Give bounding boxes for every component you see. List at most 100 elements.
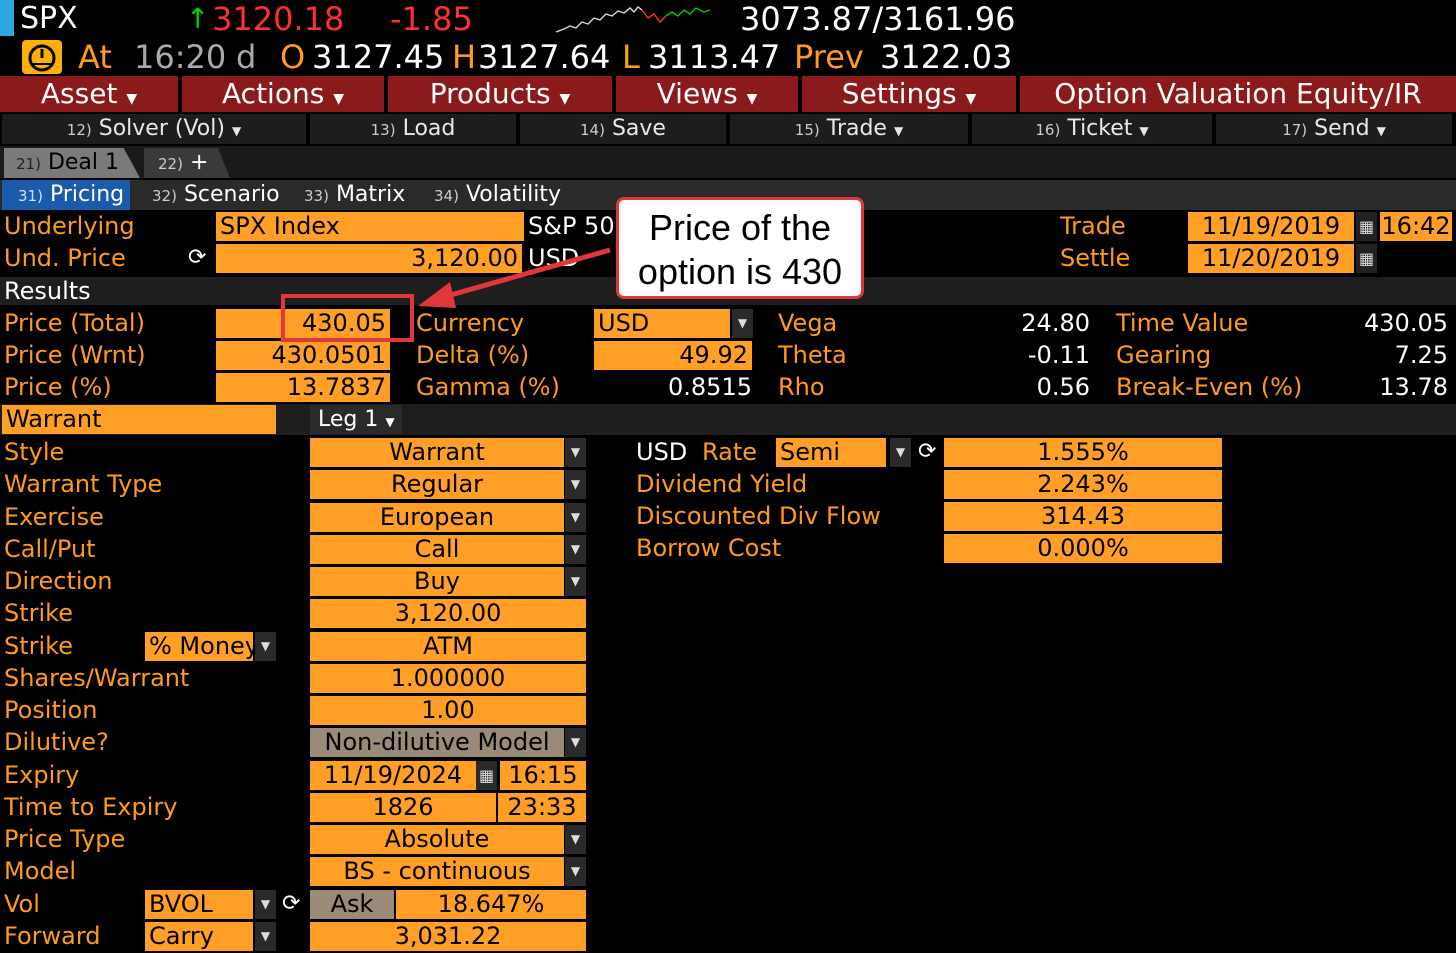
time-to-expiry-days[interactable]: 1826 — [310, 793, 496, 822]
rate-label: Rate — [702, 438, 758, 466]
warrant-field-value[interactable]: Regular — [310, 470, 564, 499]
ticket-button[interactable]: 16) Ticket ▼ — [972, 114, 1214, 144]
chevron-down-icon[interactable]: ▼ — [732, 309, 753, 338]
vol-input[interactable]: 18.647% — [396, 890, 586, 919]
gamma-label: Gamma (%) — [416, 373, 560, 401]
time-to-expiry-time[interactable]: 23:33 — [498, 793, 586, 822]
menu-settings[interactable]: Settings ▼ — [802, 76, 1016, 112]
warrant-field-value[interactable]: Call — [310, 535, 564, 564]
delta-label: Delta (%) — [416, 341, 530, 369]
menu-views[interactable]: Views ▼ — [616, 76, 798, 112]
menu-actions[interactable]: Actions ▼ — [182, 76, 384, 112]
rho-label: Rho — [778, 373, 825, 401]
rate-currency: USD — [636, 438, 688, 466]
trade-time-input[interactable]: 16:42 — [1380, 212, 1452, 241]
menu-asset[interactable]: Asset ▼ — [0, 76, 178, 112]
at-label: At — [78, 38, 112, 76]
solver-button[interactable]: 12) Solver (Vol) ▼ — [2, 114, 308, 144]
deal-tab-strip — [0, 146, 1456, 178]
calendar-icon[interactable]: ▦ — [476, 761, 497, 790]
vega-value: 24.80 — [1021, 309, 1090, 337]
settle-date-input[interactable]: 11/20/2019 — [1188, 244, 1354, 273]
warrant-field-value[interactable]: 1.000000 — [310, 664, 586, 693]
settle-date-label: Settle — [1060, 244, 1131, 272]
rate-input[interactable]: 1.555% — [944, 438, 1222, 467]
warrant-row-label: Style — [4, 438, 65, 466]
leg-selector[interactable]: Leg 1 ▼ — [310, 405, 402, 434]
calendar-icon[interactable]: ▦ — [1356, 244, 1377, 273]
currency-select[interactable]: USD — [594, 309, 730, 338]
chevron-down-icon[interactable]: ▼ — [255, 922, 276, 951]
chevron-down-icon[interactable]: ▼ — [565, 535, 586, 564]
und-price-input[interactable]: 3,120.00 — [216, 244, 522, 273]
vol-source-select[interactable]: BVOL — [145, 890, 253, 919]
chevron-down-icon[interactable]: ▼ — [565, 567, 586, 596]
chevron-down-icon[interactable]: ▼ — [565, 503, 586, 532]
warrant-field-value[interactable]: 3,120.00 — [310, 599, 586, 628]
chevron-down-icon[interactable]: ▼ — [565, 825, 586, 854]
price-pct-value: 13.7837 — [216, 373, 390, 402]
strike-mode-select[interactable]: % Money — [145, 632, 259, 661]
menu-products[interactable]: Products ▼ — [388, 76, 612, 112]
warrant-field-value[interactable]: BS - continuous — [310, 857, 564, 886]
tab-add-deal[interactable]: 22) + — [144, 148, 230, 178]
chevron-down-icon[interactable]: ▼ — [565, 470, 586, 499]
tab-deal-1[interactable]: 21) Deal 1 — [4, 148, 140, 178]
load-button[interactable]: 13) Load — [310, 114, 518, 144]
underlying-input[interactable]: SPX Index — [216, 212, 524, 241]
forward-method-select[interactable]: Carry — [145, 922, 253, 951]
warrant-row-label: Warrant Type — [4, 470, 163, 498]
chevron-down-icon[interactable]: ▼ — [255, 890, 276, 919]
trade-button[interactable]: 15) Trade ▼ — [730, 114, 970, 144]
warrant-row-label: Model — [4, 857, 77, 885]
time-value-value: 430.05 — [1364, 309, 1448, 337]
expiry-time-input[interactable]: 16:15 — [500, 761, 586, 790]
tab-volatility[interactable]: 34) Volatility — [434, 182, 561, 207]
tab-scenario[interactable]: 32) Scenario — [152, 182, 280, 207]
tab-matrix[interactable]: 33) Matrix — [304, 182, 406, 207]
warrant-row-label: Vol — [4, 890, 40, 918]
und-price-label: Und. Price — [4, 244, 126, 272]
refresh-icon[interactable]: ⟳ — [918, 439, 937, 464]
refresh-icon[interactable]: ⟳ — [282, 891, 301, 916]
warrant-field-value[interactable]: Buy — [310, 567, 564, 596]
warrant-field-value[interactable]: 1.00 — [310, 696, 586, 725]
discounted-div-input[interactable]: 314.43 — [944, 502, 1222, 531]
rate-mode-select[interactable]: Semi — [776, 438, 886, 467]
quote-time: 16:20 — [134, 38, 227, 76]
gamma-value: 0.8515 — [668, 373, 752, 401]
warrant-field-value[interactable]: Non-dilutive Model — [310, 728, 564, 757]
warrant-field-value[interactable]: Absolute — [310, 825, 564, 854]
underlying-label: Underlying — [4, 212, 135, 240]
last-price: 3120.18 — [212, 0, 345, 38]
warrant-field-value[interactable]: European — [310, 503, 564, 532]
vega-label: Vega — [778, 309, 838, 337]
tab-pricing[interactable]: 31) Pricing — [2, 180, 130, 210]
chevron-down-icon[interactable]: ▼ — [565, 857, 586, 886]
chevron-down-icon[interactable]: ▼ — [565, 728, 586, 757]
rho-value: 0.56 — [1036, 373, 1090, 401]
chevron-down-icon[interactable]: ▼ — [565, 438, 586, 467]
warrant-field-value[interactable]: ATM — [310, 632, 586, 661]
save-button[interactable]: 14) Save — [520, 114, 728, 144]
warrant-row-label: Strike — [4, 599, 73, 627]
warrant-row-label: Shares/Warrant — [4, 664, 190, 692]
low-label: L — [622, 38, 640, 76]
vol-side-select[interactable]: Ask — [310, 890, 394, 919]
trade-date-input[interactable]: 11/19/2019 — [1188, 212, 1354, 241]
warrant-field-value[interactable]: Warrant — [310, 438, 564, 467]
borrow-cost-input[interactable]: 0.000% — [944, 534, 1222, 563]
open-label: O — [280, 38, 306, 76]
warrant-field-value[interactable]: 3,031.22 — [310, 922, 586, 951]
chevron-down-icon[interactable]: ▼ — [890, 438, 911, 467]
chevron-down-icon[interactable]: ▼ — [255, 632, 276, 661]
calendar-icon[interactable]: ▦ — [1356, 212, 1377, 241]
send-button[interactable]: 17) Send ▼ — [1216, 114, 1454, 144]
warrant-row-label: Call/Put — [4, 535, 96, 563]
expiry-date-input[interactable]: 11/19/2024 — [310, 761, 476, 790]
dividend-yield-input[interactable]: 2.243% — [944, 470, 1222, 499]
currency-label: Currency — [416, 309, 525, 337]
price-total-value: 430.05 — [216, 309, 390, 338]
refresh-icon[interactable]: ⟳ — [188, 245, 207, 270]
dividend-yield-label: Dividend Yield — [636, 470, 808, 498]
